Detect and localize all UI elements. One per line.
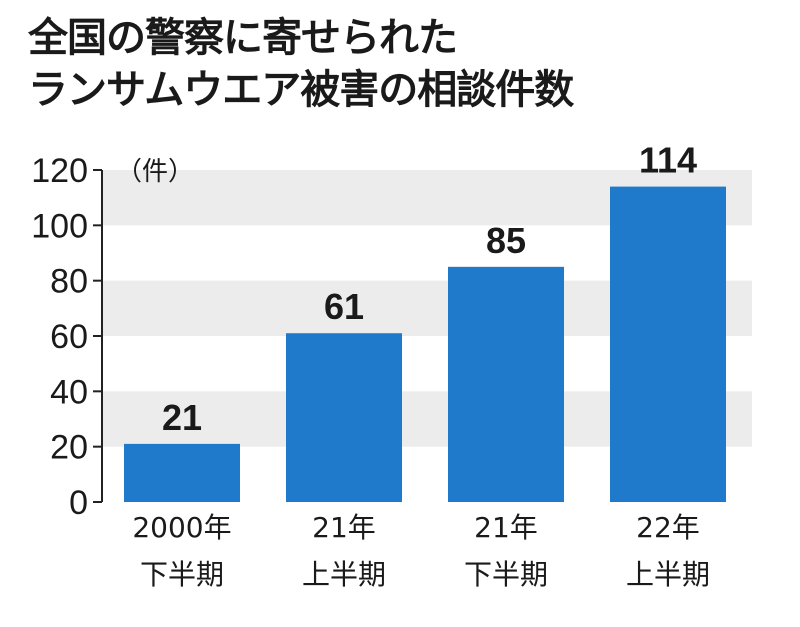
y-tick-label: 20	[50, 429, 88, 467]
y-tick-label: 80	[50, 263, 88, 301]
data-label: 61	[324, 286, 364, 327]
x-tick-label: 下半期	[464, 558, 548, 591]
y-tick-label: 40	[50, 373, 88, 411]
data-label: 21	[162, 397, 202, 438]
bar	[610, 186, 726, 502]
bar	[286, 333, 402, 502]
x-tick-label: 2000年	[132, 511, 231, 544]
x-tick-label: 上半期	[302, 558, 386, 591]
bar	[124, 443, 240, 502]
x-tick-label: 21年	[474, 511, 538, 544]
y-unit-label: （件）	[116, 157, 194, 187]
y-tick-label: 100	[31, 207, 88, 245]
x-tick-label: 上半期	[626, 558, 710, 591]
data-label: 85	[486, 220, 526, 261]
y-tick-label: 120	[31, 152, 88, 190]
y-tick-label: 60	[50, 318, 88, 356]
data-label: 114	[639, 140, 697, 181]
x-tick-label: 22年	[636, 511, 700, 544]
x-tick-label: 21年	[312, 511, 376, 544]
bar	[448, 266, 564, 502]
x-tick-label: 下半期	[140, 558, 224, 591]
y-tick-label: 0	[69, 484, 88, 522]
chart-title-line-2: ランサムウエア被害の相談件数	[28, 67, 574, 113]
chart-title-line-1: 全国の警察に寄せられた	[28, 15, 458, 61]
